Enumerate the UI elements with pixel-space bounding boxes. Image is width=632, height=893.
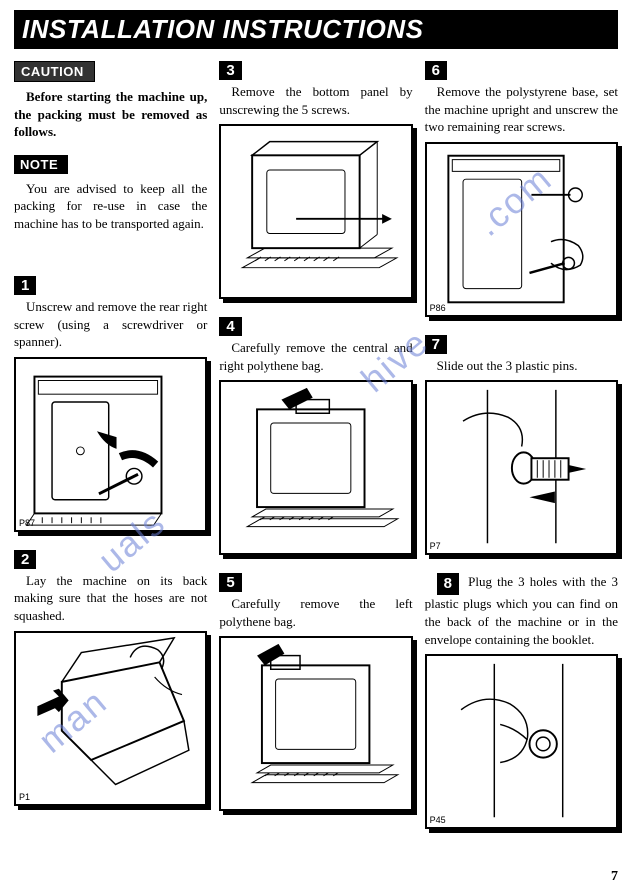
step-6-figure: P86	[425, 142, 618, 317]
step-8-fig-label: P45	[430, 815, 446, 825]
column-2: 3 Remove the bottom panel by unscrewing …	[219, 61, 412, 847]
step-4-text: Carefully remove the central and right p…	[219, 339, 412, 374]
step-5-num: 5	[219, 573, 241, 592]
step-6-num: 6	[425, 61, 447, 80]
step-7-fig-label: P7	[430, 541, 441, 551]
page-number: 7	[611, 869, 618, 885]
step-4-figure	[219, 380, 412, 555]
step-8-text: 8 Plug the 3 holes with the 3 plastic pl…	[425, 573, 618, 648]
caution-text: Before starting the machine up, the pack…	[14, 88, 207, 141]
step-5-figure	[219, 636, 412, 811]
page-title: INSTALLATION INSTRUCTIONS	[22, 14, 610, 45]
content-columns: CAUTION Before starting the machine up, …	[14, 61, 618, 847]
column-1: CAUTION Before starting the machine up, …	[14, 61, 207, 847]
step-5-text: Carefully remove the left polythene bag.	[219, 595, 412, 630]
step-1-fig-label: P87	[19, 518, 35, 528]
caution-label: CAUTION	[14, 61, 95, 82]
step-2-figure: P1	[14, 631, 207, 806]
step-1: 1 Unscrew and remove the rear right scre…	[14, 276, 207, 532]
header-bar: INSTALLATION INSTRUCTIONS	[14, 10, 618, 49]
step-7-text: Slide out the 3 plastic pins.	[425, 357, 618, 375]
step-6: 6 Remove the polystyrene base, set the m…	[425, 61, 618, 317]
step-2: 2 Lay the machine on its back making sur…	[14, 550, 207, 806]
step-4: 4 Carefully remove the central and right…	[219, 317, 412, 555]
step-4-num: 4	[219, 317, 241, 336]
step-3: 3 Remove the bottom panel by unscrewing …	[219, 61, 412, 299]
step-3-figure	[219, 124, 412, 299]
note-text: You are advised to keep all the packing …	[14, 180, 207, 233]
step-1-text: Unscrew and remove the rear right screw …	[14, 298, 207, 351]
step-5: 5 Carefully remove the left polythene ba…	[219, 573, 412, 811]
step-3-text: Remove the bottom panel by unscrewing th…	[219, 83, 412, 118]
step-6-text: Remove the polystyrene base, set the mac…	[425, 83, 618, 136]
step-8-figure: P45	[425, 654, 618, 829]
step-1-num: 1	[14, 276, 36, 295]
step-2-fig-label: P1	[19, 792, 30, 802]
step-3-num: 3	[219, 61, 241, 80]
step-1-figure: P87	[14, 357, 207, 532]
step-7: 7 Slide out the 3 plastic pins. P7	[425, 335, 618, 556]
step-7-num: 7	[425, 335, 447, 354]
step-2-num: 2	[14, 550, 36, 569]
step-6-fig-label: P86	[430, 303, 446, 313]
step-8-num: 8	[437, 573, 459, 595]
note-label: NOTE	[14, 155, 68, 174]
step-7-figure: P7	[425, 380, 618, 555]
step-8: 8 Plug the 3 holes with the 3 plastic pl…	[425, 573, 618, 829]
column-3: 6 Remove the polystyrene base, set the m…	[425, 61, 618, 847]
step-2-text: Lay the machine on its back making sure …	[14, 572, 207, 625]
